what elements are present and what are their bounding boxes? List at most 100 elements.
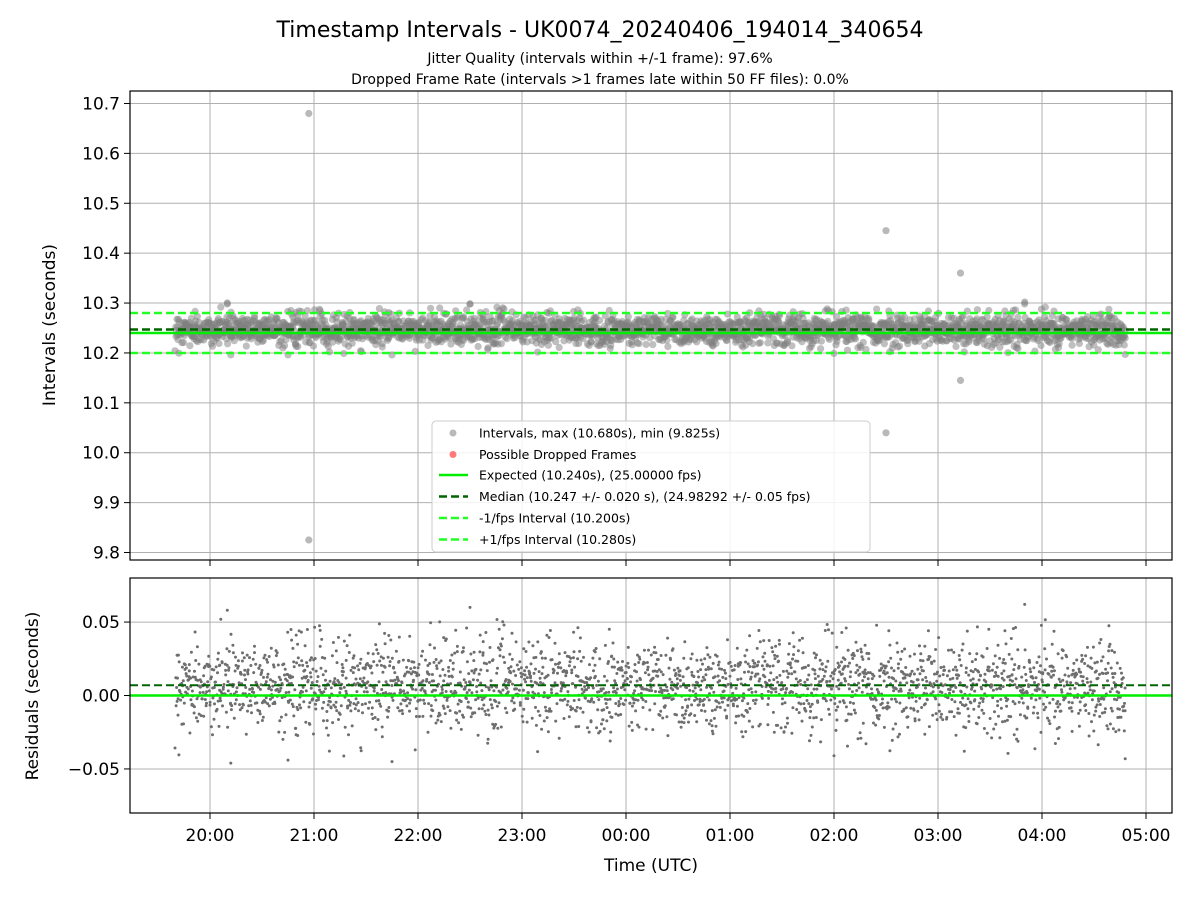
residual-point bbox=[604, 702, 608, 705]
residual-point bbox=[303, 668, 307, 672]
residual-point bbox=[637, 661, 641, 664]
residual-point bbox=[408, 701, 412, 705]
residual-point bbox=[956, 707, 960, 711]
residual-point bbox=[408, 709, 411, 713]
residual-point bbox=[870, 687, 873, 691]
residual-point bbox=[246, 709, 249, 713]
residual-point bbox=[667, 666, 671, 670]
residual-point bbox=[740, 699, 744, 703]
residual-point bbox=[349, 668, 353, 672]
residual-point bbox=[818, 658, 822, 662]
residual-point bbox=[790, 672, 794, 676]
residual-point bbox=[357, 668, 361, 672]
residual-point bbox=[386, 715, 390, 719]
residual-point bbox=[472, 671, 476, 675]
residual-point bbox=[593, 650, 597, 654]
residual-point bbox=[390, 684, 394, 687]
residual-point bbox=[776, 723, 780, 727]
residual-point bbox=[249, 703, 253, 707]
figure-subtitle-dropped: Dropped Frame Rate (intervals >1 frames … bbox=[351, 72, 849, 88]
residual-point bbox=[903, 676, 907, 680]
residual-point bbox=[495, 618, 499, 621]
residual-point bbox=[630, 675, 633, 679]
residual-point bbox=[819, 740, 823, 744]
residual-point bbox=[937, 703, 941, 707]
residual-point bbox=[612, 686, 616, 690]
residual-point bbox=[386, 655, 390, 659]
residual-point bbox=[521, 688, 525, 692]
intervals-y-tick-label: 10.2 bbox=[82, 344, 120, 364]
residual-point bbox=[591, 686, 595, 690]
residual-point bbox=[900, 649, 904, 653]
residual-point bbox=[203, 698, 207, 701]
residual-point bbox=[488, 646, 492, 649]
residual-point bbox=[905, 681, 909, 685]
residual-point bbox=[991, 662, 995, 666]
residual-point bbox=[835, 718, 839, 722]
residual-point bbox=[603, 643, 607, 647]
residual-point bbox=[503, 661, 507, 664]
residual-point bbox=[736, 678, 740, 681]
interval-point bbox=[427, 304, 435, 312]
residual-point bbox=[806, 687, 810, 691]
interval-outlier-point bbox=[882, 227, 890, 235]
residual-point bbox=[296, 734, 300, 737]
residual-point bbox=[587, 730, 591, 734]
residual-point bbox=[589, 676, 593, 680]
residual-point bbox=[432, 679, 436, 683]
residual-point bbox=[642, 648, 646, 652]
residual-point bbox=[761, 655, 765, 659]
residual-point bbox=[538, 676, 542, 680]
residual-point bbox=[726, 683, 730, 686]
legend-label-intervals: Intervals, max (10.680s), min (9.825s) bbox=[479, 426, 720, 441]
residual-point bbox=[314, 669, 318, 673]
residual-point bbox=[709, 719, 713, 723]
residual-point bbox=[591, 656, 595, 660]
residual-point bbox=[566, 690, 570, 694]
residual-point bbox=[183, 663, 187, 667]
residual-point bbox=[470, 691, 474, 695]
residual-point bbox=[593, 663, 597, 667]
residual-point bbox=[844, 679, 847, 683]
residual-point bbox=[349, 709, 353, 713]
residual-point bbox=[303, 644, 307, 648]
residual-point bbox=[523, 669, 527, 673]
residual-point bbox=[961, 696, 965, 700]
residual-point bbox=[596, 679, 600, 683]
residual-point bbox=[475, 685, 479, 688]
residual-point bbox=[536, 640, 540, 644]
residual-point bbox=[744, 730, 748, 734]
residual-point bbox=[638, 657, 642, 661]
residual-point bbox=[743, 670, 746, 674]
residual-point bbox=[447, 665, 451, 669]
residual-point bbox=[656, 674, 660, 678]
residual-point bbox=[181, 679, 185, 683]
residual-point bbox=[798, 679, 802, 682]
residual-point bbox=[508, 652, 512, 656]
residual-point bbox=[887, 660, 891, 664]
residual-point bbox=[519, 666, 523, 670]
residual-point bbox=[354, 697, 358, 701]
residual-point bbox=[315, 680, 319, 683]
residual-point bbox=[388, 660, 392, 664]
intervals-y-tick-label: 10.5 bbox=[82, 194, 120, 214]
residual-point bbox=[291, 705, 295, 709]
residual-point bbox=[837, 687, 841, 691]
residual-point bbox=[291, 646, 295, 650]
residual-point bbox=[325, 726, 328, 730]
interval-point bbox=[1014, 344, 1022, 353]
residual-point bbox=[512, 701, 516, 705]
residual-point bbox=[576, 657, 580, 661]
residual-point bbox=[896, 735, 900, 739]
residual-point bbox=[881, 697, 884, 701]
residual-point bbox=[338, 691, 342, 695]
residual-point bbox=[703, 657, 707, 661]
residual-point bbox=[467, 688, 471, 692]
residual-point bbox=[870, 677, 874, 681]
residual-point bbox=[289, 628, 293, 631]
residual-point bbox=[459, 727, 463, 731]
residual-point bbox=[669, 658, 672, 662]
residual-point bbox=[808, 739, 811, 743]
residual-point bbox=[980, 708, 984, 712]
residual-point bbox=[988, 717, 992, 720]
